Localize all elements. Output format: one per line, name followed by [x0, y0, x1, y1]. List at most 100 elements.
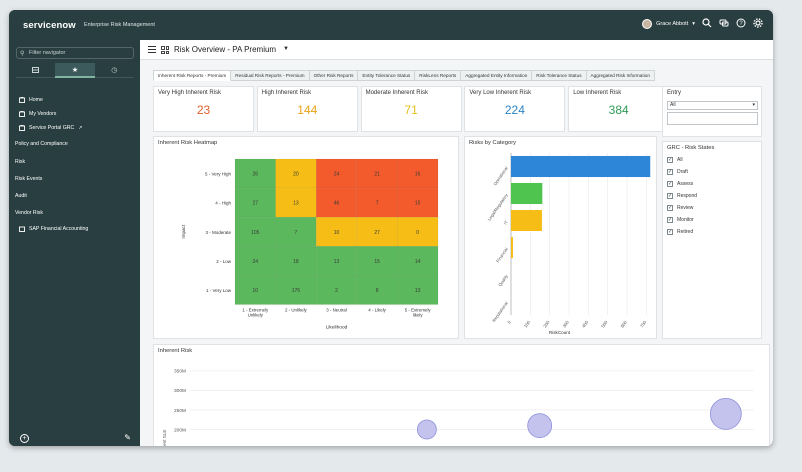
sidebar-section[interactable]: Vendor Risk [15, 210, 43, 216]
sidebar-item[interactable]: SAP Financial Accounting [19, 226, 88, 232]
heatmap-x-axis-label: Likelihood [326, 325, 348, 331]
chevron-down-icon[interactable]: ▼ [283, 46, 289, 52]
bar-x-tick: 500 [600, 319, 609, 328]
stat-card[interactable]: Very Low Inherent Risk 224 [464, 86, 566, 132]
heatmap-cell[interactable] [397, 187, 439, 218]
risk-state-option[interactable]: ✓ Monitor [667, 217, 694, 223]
risk-state-option[interactable]: ✓ Draft [667, 169, 688, 175]
sidebar-section[interactable]: Audit [15, 193, 27, 199]
bar[interactable] [511, 182, 543, 205]
tab-all-apps[interactable] [16, 63, 56, 78]
entry-search-input[interactable] [667, 112, 758, 125]
tab-report[interactable]: Aggregated Entity Information [461, 70, 533, 81]
bar[interactable] [511, 290, 512, 313]
tab-report[interactable]: RiskLens Reports [415, 70, 462, 81]
checkbox[interactable]: ✓ [667, 205, 673, 211]
checkbox[interactable]: ✓ [667, 157, 673, 163]
tab-report[interactable]: Risk Tolerance Status [532, 70, 587, 81]
stat-card[interactable]: High Inherent Risk 144 [256, 86, 358, 132]
checkbox[interactable]: ✓ [667, 229, 673, 235]
heatmap-card: Inherent Risk Heatmap 5 - Very High 26 20 2… [153, 136, 459, 339]
heatmap-cell[interactable] [315, 275, 358, 305]
chat-icon[interactable] [719, 18, 729, 28]
heatmap-cell[interactable] [315, 246, 358, 276]
svg-text:?: ? [739, 21, 743, 27]
heatmap-cell[interactable] [315, 216, 358, 247]
bar[interactable] [511, 236, 513, 259]
risk-state-option[interactable]: ✓ Assess [667, 181, 693, 187]
menu-icon[interactable] [148, 46, 156, 53]
sidebar-section[interactable]: Risk Events [15, 176, 43, 182]
filter-icon: ⚲ [20, 51, 25, 57]
grc-title: GRC - Risk States [667, 145, 715, 151]
sidebar-section[interactable]: Policy and Compliance [15, 141, 68, 147]
tab-report[interactable]: Residual Risk Reports - Premium [231, 70, 310, 81]
heatmap-cell[interactable] [234, 275, 276, 305]
heatmap-cell[interactable] [397, 246, 439, 276]
heatmap-title: Inherent Risk Heatmap [158, 140, 218, 146]
bar[interactable] [511, 155, 651, 178]
risk-state-option[interactable]: ✓ Respond [667, 193, 697, 199]
heatmap-col-label: 1 - Extremely Unlikely [242, 308, 269, 318]
tab-report[interactable]: Other Risk Reports [309, 70, 359, 81]
risk-state-option[interactable]: ✓ Retired [667, 229, 693, 235]
sidebar-item[interactable]: Service Portal GRC ↗ [18, 124, 83, 131]
tab-favorites[interactable]: ★ [55, 63, 95, 78]
dashboard-grid-icon[interactable] [161, 46, 169, 54]
checkbox[interactable]: ✓ [667, 181, 673, 187]
sidebar-item[interactable]: My Vendors [18, 110, 57, 117]
edit-icon[interactable]: ✎ [124, 433, 131, 442]
sidebar: ⚲ Filter navigator ★ ◷ Home My Vendors Ser… [9, 40, 140, 446]
heatmap-cell[interactable] [315, 158, 358, 189]
checkbox[interactable]: ✓ [667, 217, 673, 223]
servicenow-logo[interactable]: servicenow [23, 20, 76, 31]
risk-state-option[interactable]: ✓ Review [667, 205, 693, 211]
bar-x-tick: 200 [542, 319, 551, 328]
user-menu[interactable]: Grace Abbott ▾ [642, 19, 695, 29]
scatter-point[interactable] [527, 413, 553, 439]
heatmap-cell[interactable] [315, 187, 358, 218]
heatmap-cell[interactable] [356, 187, 398, 218]
add-icon[interactable]: + [20, 434, 29, 443]
heatmap-cell[interactable] [275, 187, 317, 218]
heatmap-cell[interactable] [397, 275, 439, 305]
stat-value: 224 [504, 103, 525, 117]
sidebar-section[interactable]: Risk [15, 159, 26, 165]
help-icon[interactable]: ? [736, 18, 746, 28]
entry-select[interactable]: All ▾ [667, 101, 758, 110]
heatmap-cell[interactable] [356, 216, 398, 247]
heatmap-cell[interactable] [234, 216, 276, 247]
checkbox[interactable]: ✓ [667, 169, 673, 175]
sidebar-item[interactable]: Home [18, 96, 43, 103]
heatmap-cell[interactable] [397, 216, 439, 247]
inherent-risk-title: Inherent Risk [158, 348, 193, 354]
tab-history[interactable]: ◷ [94, 63, 134, 78]
stat-card[interactable]: Moderate Inherent Risk 71 [360, 86, 462, 132]
bar[interactable] [511, 263, 512, 286]
gear-icon[interactable] [753, 18, 763, 28]
sidebar-item-label: My Vendors [29, 111, 57, 117]
scatter-y-axis-label: Inherent SLE [162, 430, 167, 446]
heatmap-cell-value: 21 [374, 172, 380, 178]
filter-navigator-input[interactable]: ⚲ Filter navigator [16, 47, 134, 59]
heatmap-cell[interactable] [234, 158, 276, 189]
heatmap-cell[interactable] [275, 158, 317, 189]
checkbox[interactable]: ✓ [667, 193, 673, 199]
risk-state-option[interactable]: ✓ All [667, 157, 683, 163]
search-icon[interactable] [702, 18, 712, 28]
top-navigation-bar: servicenow Enterprise Risk Management Gr… [9, 10, 773, 40]
bar-category-label: Operational [492, 166, 509, 187]
heatmap-cell[interactable] [356, 158, 398, 189]
stat-card[interactable]: Low Inherent Risk 384 [568, 86, 670, 132]
stat-card[interactable]: Very High Inherent Risk 23 [153, 86, 254, 132]
bar[interactable] [511, 209, 542, 232]
tab-report[interactable]: Aggregated Risk Information [586, 70, 655, 81]
scatter-point[interactable] [416, 419, 437, 440]
tab-report[interactable]: Inherent Risk Reports - Premium [153, 70, 232, 81]
bar-x-tick: 100 [523, 319, 532, 328]
heatmap-cell[interactable] [397, 158, 439, 189]
scatter-point[interactable] [709, 397, 742, 430]
heatmap-cell[interactable] [356, 275, 398, 305]
tab-report[interactable]: Entity Tolerance Status [358, 70, 416, 81]
